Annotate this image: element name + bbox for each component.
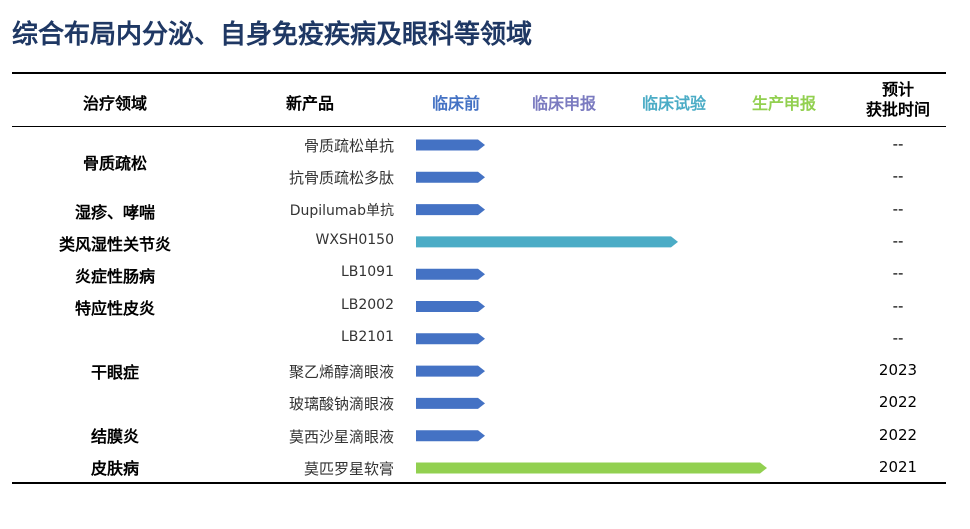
progress-bar [416,301,485,312]
approval-time: 2021 [878,458,918,476]
progress-bar [416,365,485,377]
domain-label: 类风湿性关节炎 [58,235,171,254]
progress-bar [416,397,485,409]
header-time-line1: 预计 [881,80,914,99]
progress-bar [416,333,485,345]
header-domain: 治疗领域 [82,94,147,113]
header-rule [12,126,946,127]
progress-bar [416,236,678,248]
progress-bar [416,171,485,183]
progress-bar [416,204,485,216]
top-rule [12,72,946,74]
domain-label: 特应性皮炎 [74,299,155,318]
progress-bar [416,430,485,442]
approval-time: -- [892,264,904,283]
product-label: 骨质疏松单抗 [303,137,394,155]
product-label: LB1091 [340,264,394,281]
header-stage-production: 生产申报 [752,94,817,113]
approval-time: 2023 [878,361,918,380]
approval-time: -- [892,328,904,347]
product-label: Dupilumab单抗 [289,202,394,219]
product-label: 聚乙烯醇滴眼液 [288,363,394,382]
progress-bar [416,268,485,280]
domain-label: 湿疹、哮喘 [74,203,155,222]
domain-label: 骨质疏松 [82,154,147,173]
domain-label: 炎症性肠病 [74,267,155,286]
progress-bar [416,462,767,474]
approval-time: -- [892,231,904,250]
header-stage-filing: 临床申报 [532,94,597,113]
approval-time: -- [892,296,904,315]
product-label: 莫西沙星滴眼液 [288,427,394,446]
page-title: 综合布局内分泌、自身免疫疾病及眼科等领域 [12,20,533,50]
domain-label: 皮肤病 [90,459,139,478]
approval-time: 2022 [878,425,918,444]
domain-label: 干眼症 [90,363,139,382]
progress-bar [416,139,485,151]
header-approval-time: 预计 获批时间 [848,80,948,120]
approval-time: -- [892,199,904,218]
product-label: WXSH0150 [315,231,394,248]
bottom-rule [12,482,946,484]
approval-time: 2022 [878,393,918,412]
product-label: 抗骨质疏松多肽 [288,169,394,188]
domain-label: 结膜炎 [90,427,139,446]
header-time-line2: 获批时间 [865,100,930,119]
product-label: 玻璃酸钠滴眼液 [288,395,394,414]
product-label: LB2002 [340,296,394,313]
approval-time: -- [892,135,904,153]
header-stage-trial: 临床试验 [642,94,707,113]
header-stage-preclinical: 临床前 [432,94,481,113]
product-label: LB2101 [340,328,394,345]
header-product: 新产品 [285,94,334,113]
product-label: 莫匹罗星软膏 [303,460,394,478]
approval-time: -- [892,167,904,186]
